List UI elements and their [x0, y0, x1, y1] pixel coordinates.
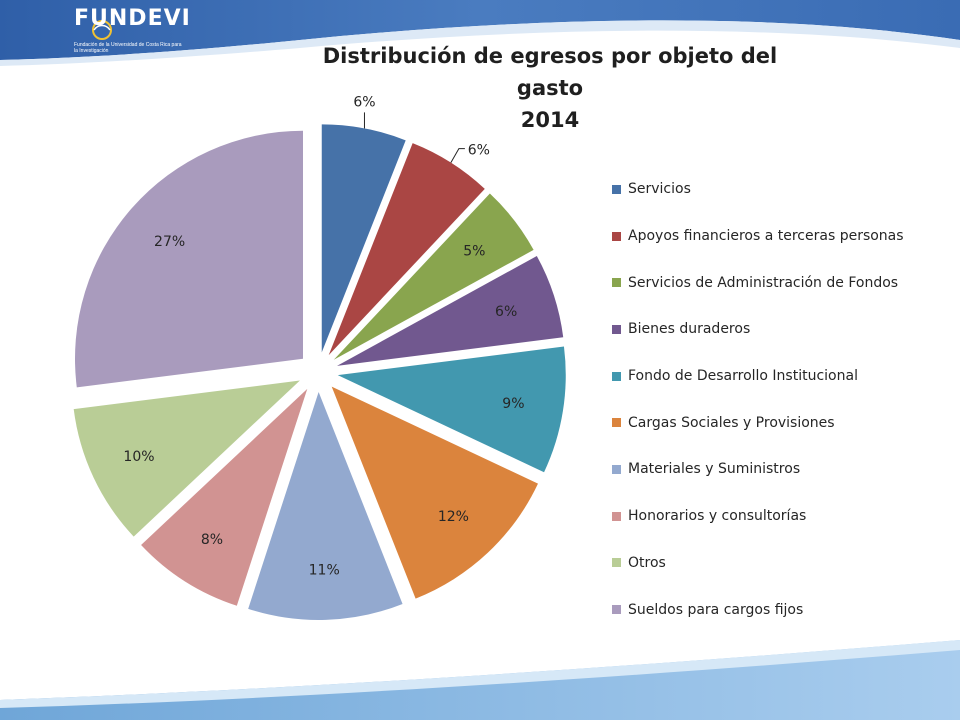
- legend-swatch: [612, 464, 621, 474]
- legend-item: Apoyos financieros a terceras personas: [612, 213, 904, 260]
- pie-slice: [73, 380, 300, 537]
- pie-slice: [337, 346, 566, 473]
- legend-item: Cargas Sociales y Provisiones: [612, 399, 904, 446]
- pie-slice-label: 6%: [353, 94, 375, 110]
- legend-swatch: [612, 278, 621, 288]
- legend-label: Apoyos financieros a terceras personas: [628, 228, 904, 245]
- legend-label: Otros: [628, 554, 666, 571]
- legend-item: Bienes duraderos: [612, 306, 904, 353]
- chart-title: Distribución de egresos por objeto del g…: [200, 40, 900, 136]
- logo-emblem: [92, 20, 112, 40]
- pie-slice-label: 10%: [123, 449, 154, 465]
- pie-slice: [321, 124, 406, 353]
- legend-label: Fondo de Desarrollo Institucional: [628, 368, 858, 385]
- legend-swatch: [612, 184, 621, 194]
- pie-slice-label: 27%: [154, 234, 185, 250]
- legend-item: Servicios: [612, 166, 904, 213]
- legend-item: Sueldos para cargos fijos: [612, 586, 904, 633]
- legend-item: Servicios de Administración de Fondos: [612, 259, 904, 306]
- pie-slice-label: 8%: [201, 532, 223, 548]
- legend-label: Servicios: [628, 181, 691, 198]
- pie-slice-label: 6%: [495, 304, 517, 320]
- legend-swatch: [612, 558, 621, 568]
- legend-item: Fondo de Desarrollo Institucional: [612, 353, 904, 400]
- legend-item: Materiales y Suministros: [612, 446, 904, 493]
- logo-tagline: Fundación de la Universidad de Costa Ric…: [74, 42, 182, 54]
- pie-slice: [333, 193, 534, 360]
- pie-data-labels: 6% 6% 5% 6% 9% 12% 11% 8% 10% 27%: [123, 94, 524, 578]
- legend-label: Servicios de Administración de Fondos: [628, 274, 899, 291]
- fundevi-logo: FUNDEVI Fundación de la Universidad de C…: [62, 6, 190, 66]
- pie-slice: [337, 255, 564, 366]
- legend-item: Honorarios y consultorías: [612, 493, 904, 540]
- pie-slice: [248, 391, 403, 620]
- pie-slice-label: 6%: [468, 143, 490, 159]
- pie-slice-label: 5%: [463, 244, 485, 260]
- legend-swatch: [612, 605, 621, 615]
- pie-slice: [141, 388, 308, 606]
- pie-slices: [73, 124, 566, 620]
- legend-swatch: [612, 511, 621, 521]
- legend-label: Bienes duraderos: [628, 321, 751, 338]
- legend-label: Materiales y Suministros: [628, 461, 801, 478]
- chart-title-line-1: Distribución de egresos por objeto del g…: [322, 44, 778, 100]
- header-band-highlight: [0, 20, 960, 66]
- legend-swatch: [612, 418, 621, 428]
- pie-slice-label: 9%: [502, 396, 524, 412]
- legend-label: Sueldos para cargos fijos: [628, 601, 804, 618]
- header-band: [0, 0, 960, 60]
- legend-item: Otros: [612, 540, 904, 587]
- legend-label: Honorarios y consultorías: [628, 508, 807, 525]
- chart-legend: Servicios Apoyos financieros a terceras p…: [612, 166, 904, 633]
- legend-swatch: [612, 371, 621, 381]
- footer-band-light: [0, 640, 960, 708]
- pie-slice: [328, 143, 485, 356]
- legend-label: Cargas Sociales y Provisiones: [628, 414, 835, 431]
- pie-slice: [331, 386, 538, 599]
- chart-title-line-2: 2014: [520, 108, 580, 132]
- leader-line: [450, 148, 465, 163]
- legend-swatch: [612, 324, 621, 334]
- pie-slice: [74, 130, 303, 388]
- pie-slice-label: 12%: [438, 509, 469, 525]
- pie-slice-label: 11%: [309, 563, 340, 579]
- logo-wordmark: FUNDEVI: [74, 6, 191, 31]
- legend-swatch: [612, 231, 621, 241]
